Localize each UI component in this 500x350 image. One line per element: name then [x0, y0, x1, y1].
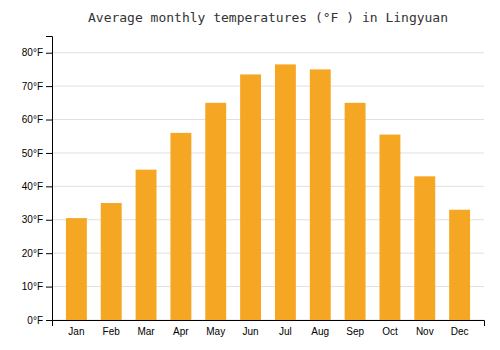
tick: 60°F	[22, 114, 52, 125]
tick: Feb	[103, 320, 121, 337]
bar	[205, 103, 226, 320]
tick: 50°F	[22, 148, 52, 159]
tick-mark	[46, 153, 52, 154]
tick-label: 80°F	[22, 47, 43, 58]
tick-mark	[46, 86, 52, 87]
grid-line	[52, 52, 484, 53]
tick: 10°F	[22, 281, 52, 292]
tick-mark	[46, 53, 52, 54]
tick: Aug	[311, 320, 329, 337]
tick-label: Apr	[173, 326, 189, 337]
axis-line	[46, 37, 53, 321]
tick: Oct	[382, 320, 398, 337]
tick-label: 60°F	[22, 114, 43, 125]
chart: 0°F 10°F 20°F 30°F 40°F 50°F 60°F 70°F 80°F Jan Fe…	[0, 0, 500, 350]
plot: 0°F 10°F 20°F 30°F 40°F 50°F 60°F 70°F 80°F Jan Fe…	[22, 37, 485, 338]
tick-label: Mar	[137, 326, 155, 337]
grid-line	[52, 86, 484, 87]
grid-line	[52, 152, 484, 153]
tick-mark	[46, 120, 52, 121]
tick: Apr	[173, 320, 189, 337]
bar	[379, 135, 400, 320]
tick-label: Jul	[279, 326, 292, 337]
tick: 30°F	[22, 214, 52, 225]
tick-label: Aug	[311, 326, 329, 337]
tick-label: Nov	[416, 326, 434, 337]
tick-label: Oct	[382, 326, 398, 337]
tick-mark	[46, 186, 52, 187]
tick-label: 0°F	[27, 315, 43, 326]
tick-label: 20°F	[22, 248, 43, 259]
tick-label: 30°F	[22, 214, 43, 225]
tick: Nov	[416, 320, 434, 337]
title: Average monthly temperatures (°F ) in Li…	[88, 10, 448, 25]
grid	[52, 53, 484, 320]
tick: May	[206, 320, 225, 337]
bar	[310, 69, 331, 320]
tick-label: Jun	[243, 326, 259, 337]
tick-label: 10°F	[22, 281, 43, 292]
tick-label: 70°F	[22, 81, 43, 92]
tick-mark	[46, 253, 52, 254]
tick-label: Jan	[68, 326, 84, 337]
bar	[414, 176, 435, 320]
tick-label: Sep	[346, 326, 364, 337]
tick: 0°F	[27, 315, 52, 326]
tick: Dec	[451, 320, 469, 337]
bar	[66, 218, 87, 320]
tick-label: Dec	[451, 326, 469, 337]
grid-line	[52, 119, 484, 120]
bar	[240, 74, 261, 320]
tick: 40°F	[22, 181, 52, 192]
tick-mark	[46, 287, 52, 288]
tick: 70°F	[22, 81, 52, 92]
tick: Jan	[68, 320, 84, 337]
tick-label: 40°F	[22, 181, 43, 192]
tick-mark	[46, 220, 52, 221]
tick: Jul	[279, 320, 292, 337]
tick-label: Feb	[103, 326, 121, 337]
bar	[101, 203, 122, 320]
bar	[345, 103, 366, 320]
bar	[275, 64, 296, 320]
y-axis: 0°F 10°F 20°F 30°F 40°F 50°F 60°F 70°F 80°F	[22, 37, 53, 326]
bar	[170, 133, 191, 320]
bars	[66, 64, 470, 320]
tick: Sep	[346, 320, 364, 337]
tick-label: 50°F	[22, 148, 43, 159]
tick: Mar	[137, 320, 155, 337]
tick-label: May	[206, 326, 225, 337]
tick-mark	[46, 320, 52, 321]
tick: 20°F	[22, 248, 52, 259]
bar	[136, 170, 157, 320]
tick: Jun	[243, 320, 259, 337]
x-axis: Jan Feb Mar Apr May Jun Jul Aug Sep Oct Nov Dec	[53, 320, 485, 337]
bar	[449, 210, 470, 320]
tick: 80°F	[22, 47, 52, 58]
